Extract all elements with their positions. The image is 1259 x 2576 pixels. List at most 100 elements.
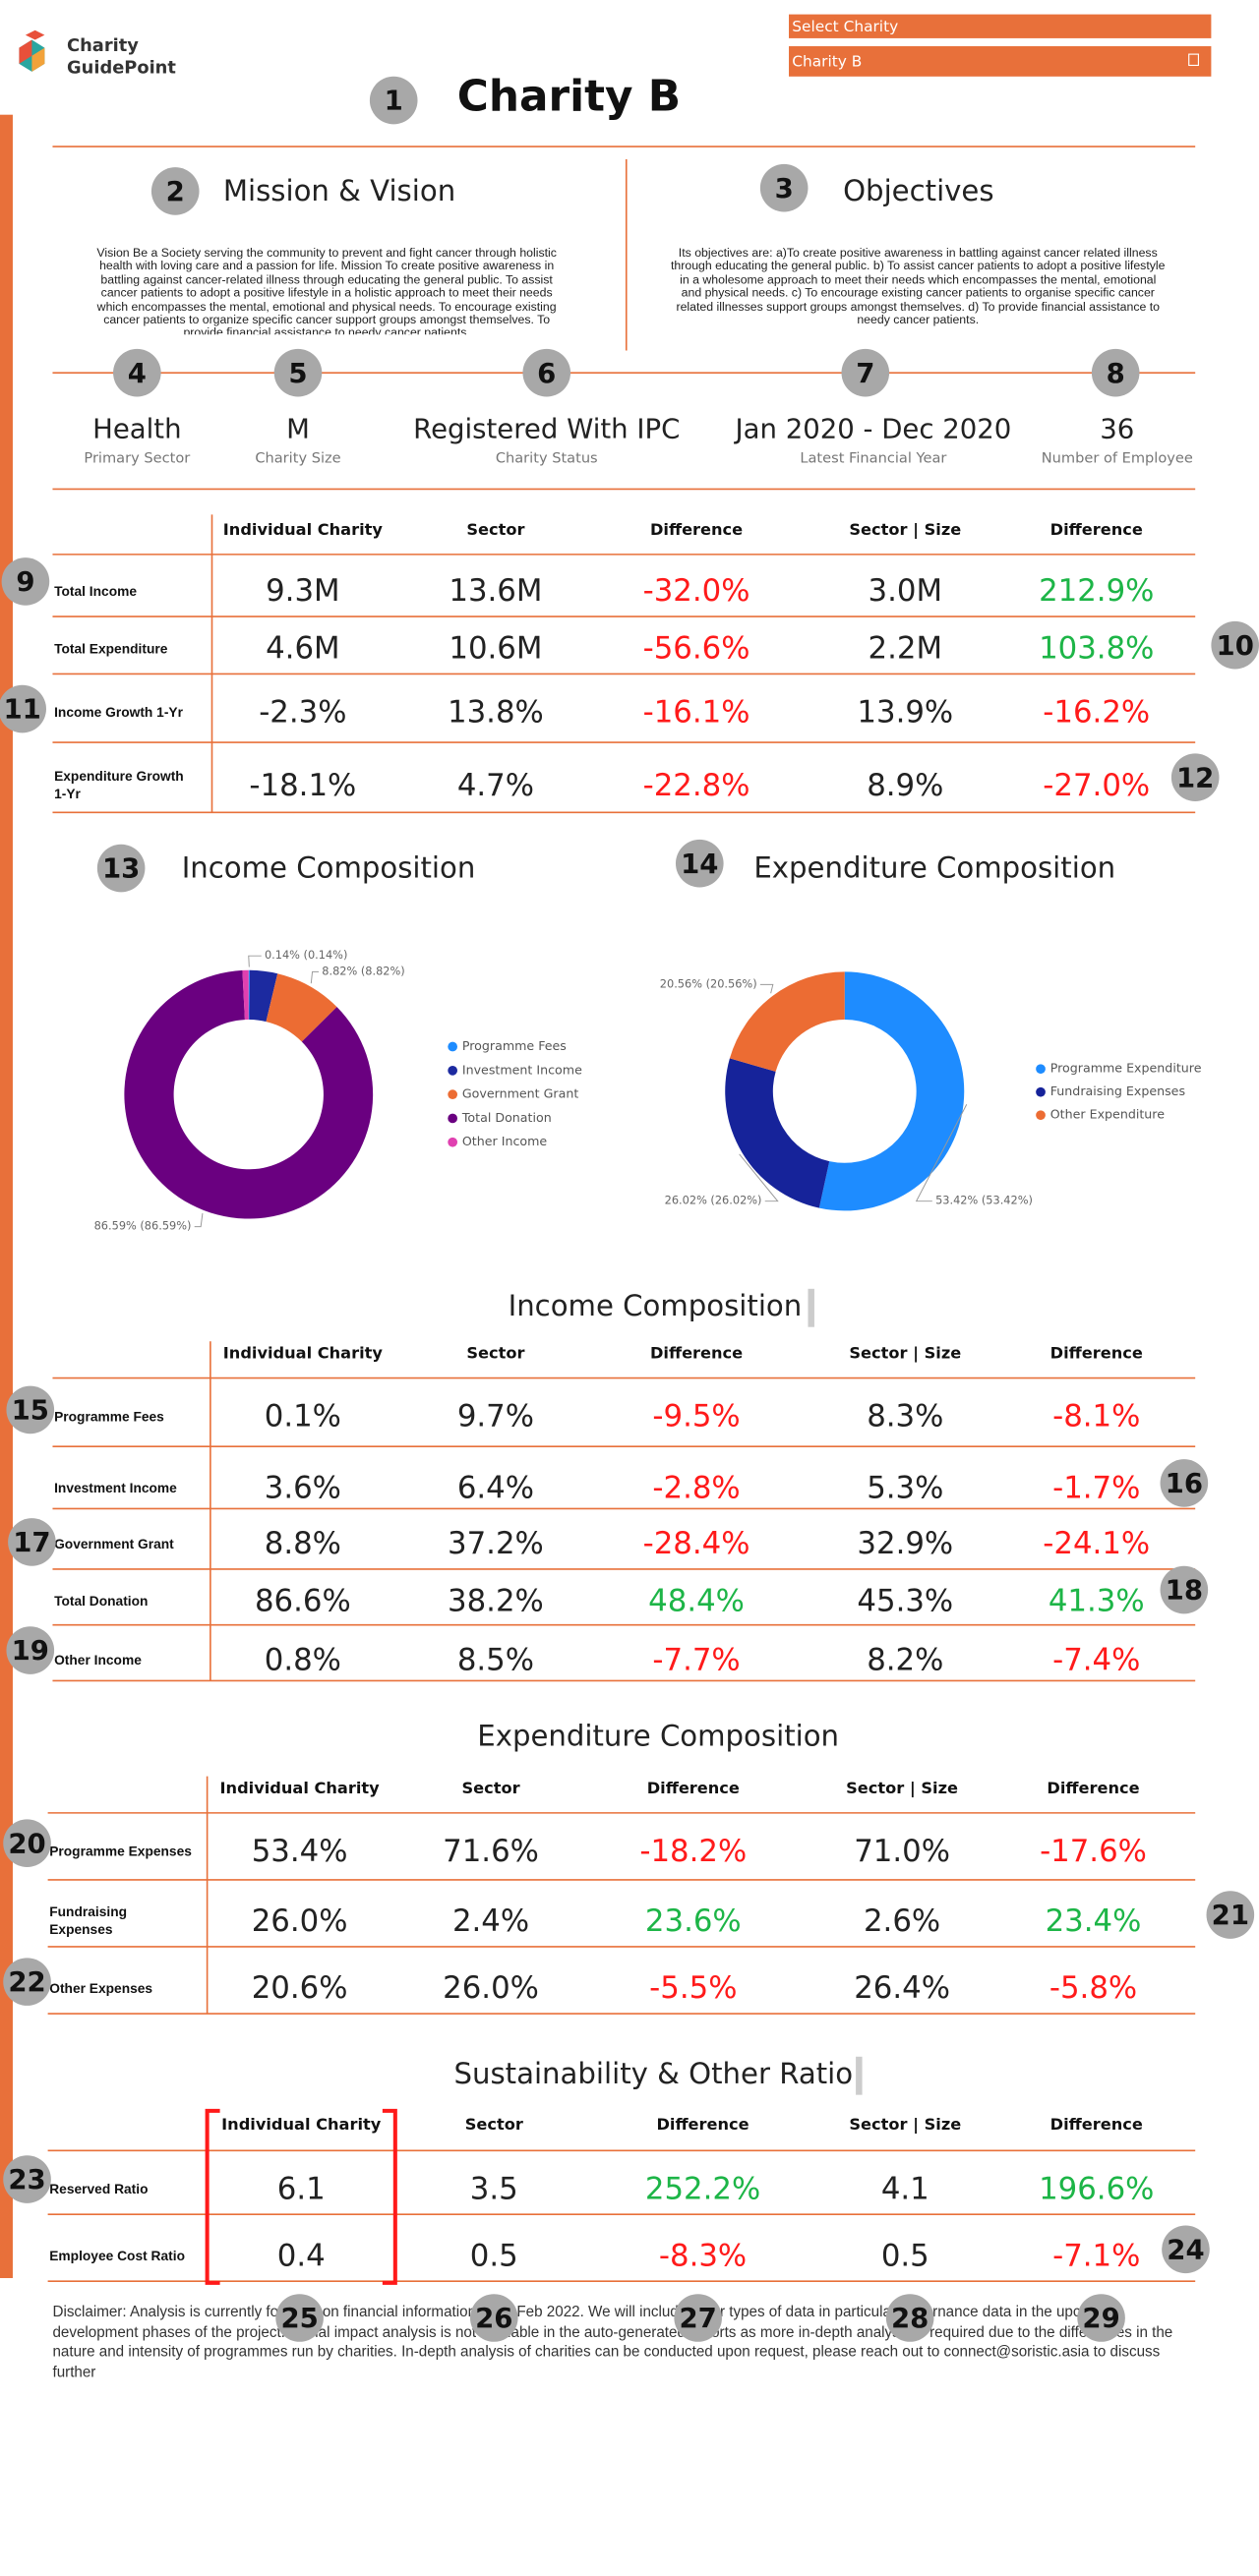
- leader-line: [194, 1212, 204, 1228]
- table-cell: -18.2%: [639, 1834, 747, 1869]
- row-label-box: Other Expenses: [49, 1979, 153, 1996]
- row-label: Total Expenditure: [54, 639, 168, 656]
- badge: [3, 2155, 51, 2203]
- table-cell: -27.0%: [1043, 768, 1150, 803]
- column-header: Difference: [1050, 1344, 1143, 1363]
- row-label-box: Expenditure Growth 1-Yr: [54, 768, 184, 801]
- badge: [1211, 620, 1259, 670]
- row-label-box: Investment Income: [54, 1479, 177, 1494]
- table-cell: -7.4%: [1052, 1642, 1140, 1677]
- row-label-box: Total Donation: [54, 1592, 148, 1608]
- badge: [1170, 753, 1220, 802]
- legend-label: Investment Income: [462, 1062, 582, 1077]
- badge-number: 25: [280, 2303, 318, 2334]
- badge-number: 21: [1212, 1900, 1249, 1931]
- column-header: Sector: [465, 2115, 523, 2134]
- column-header: Difference: [656, 2115, 749, 2134]
- legend-dot: [448, 1089, 458, 1099]
- table-cell: 0.4: [277, 2238, 326, 2273]
- leader-line: [248, 955, 262, 967]
- table-cell: 38.2%: [448, 1584, 544, 1619]
- slice-label: 53.42% (53.42%): [935, 1194, 1033, 1207]
- logo-text: Charity: [67, 35, 139, 56]
- badge-number: 18: [1166, 1575, 1203, 1607]
- badge-number: 22: [8, 1966, 45, 1998]
- title-marker: [808, 1288, 814, 1327]
- legend-label: Total Donation: [461, 1110, 552, 1125]
- badge: [369, 76, 418, 125]
- column-header: Sector: [466, 520, 524, 539]
- legend-label: Other Expenditure: [1050, 1107, 1165, 1122]
- badge-number: 13: [102, 853, 140, 885]
- badge: [675, 839, 724, 888]
- row-label-box: Total Income: [54, 582, 137, 598]
- table-cell: -5.8%: [1049, 1970, 1137, 2006]
- table-cell: 8.5%: [457, 1642, 534, 1677]
- column-header: Individual Charity: [221, 2115, 382, 2134]
- table-cell: 0.5: [881, 2238, 929, 2273]
- row-label-box: Programme Fees: [54, 1408, 164, 1424]
- legend-label: Other Income: [462, 1134, 548, 1148]
- table-cell: 103.8%: [1039, 631, 1154, 667]
- badge-number: 1: [385, 86, 403, 117]
- badge: [1077, 2294, 1125, 2342]
- title-marker: [856, 2056, 863, 2095]
- row-label-box: Total Expenditure: [54, 639, 168, 656]
- stat-label: Number of Employee: [1042, 450, 1193, 467]
- row-label: Reserved Ratio: [49, 2180, 149, 2196]
- column-header: Individual Charity: [223, 520, 384, 539]
- table-title: Expenditure Composition: [477, 1720, 839, 1753]
- row-label-box: Other Income: [54, 1651, 142, 1667]
- badge: [113, 348, 161, 397]
- legend-label: Government Grant: [462, 1086, 578, 1101]
- badge: [1162, 2225, 1210, 2274]
- table-cell: 26.0%: [252, 1903, 348, 1939]
- badge-number: 3: [775, 173, 794, 205]
- table-cell: 4.7%: [457, 768, 534, 803]
- column-header: Individual Charity: [223, 1344, 384, 1363]
- row-label-box: Programme Expenses: [49, 1843, 192, 1858]
- table-cell: 4.6M: [266, 631, 339, 667]
- badge: [841, 348, 890, 397]
- mission-text: Vision Be a Society serving the communit…: [96, 247, 557, 335]
- stat-label: Latest Financial Year: [800, 450, 946, 467]
- highlight-bracket: [205, 2108, 397, 2285]
- table-cell: 212.9%: [1039, 573, 1154, 609]
- legend-dot: [1036, 1110, 1046, 1121]
- table-cell: 2.2M: [869, 631, 942, 667]
- row-label: Other Expenses: [49, 1979, 153, 1996]
- badge-number: 7: [856, 358, 874, 389]
- donut-slice: [725, 1058, 830, 1208]
- badge-number: 2: [166, 176, 185, 207]
- column-header: Sector | Size: [849, 520, 961, 540]
- badge: [469, 2294, 518, 2342]
- legend-dot: [448, 1137, 458, 1147]
- badge: [885, 2294, 934, 2342]
- table-cell: 53.4%: [252, 1834, 348, 1869]
- column-header: Sector | Size: [849, 2115, 961, 2135]
- stat-value: Registered With IPC: [413, 413, 680, 444]
- column-header: Sector: [466, 1344, 524, 1363]
- badge: [8, 1518, 56, 1566]
- legend-label: Fundraising Expenses: [1050, 1083, 1185, 1098]
- badge-number: 24: [1167, 2234, 1204, 2265]
- table-cell: 5.3%: [867, 1470, 943, 1505]
- table-cell: 252.2%: [645, 2171, 760, 2206]
- table-cell: 45.3%: [857, 1584, 953, 1619]
- badge-number: 23: [8, 2164, 45, 2195]
- table-cell: -22.8%: [643, 768, 750, 803]
- column-header: Sector | Size: [846, 1779, 958, 1798]
- table-cell: -1.7%: [1052, 1470, 1140, 1505]
- column-header: Difference: [1050, 2115, 1143, 2134]
- table-cell: -2.8%: [652, 1470, 740, 1505]
- select-dropdown[interactable]: [789, 46, 1212, 77]
- dropdown-icon: [1188, 53, 1199, 67]
- badge-number: 20: [8, 1828, 45, 1859]
- table-cell: -2.3%: [259, 694, 346, 730]
- table-cell: 9.7%: [457, 1399, 534, 1434]
- row-label-box: Government Grant: [54, 1535, 174, 1551]
- stat-value: 36: [1100, 413, 1134, 444]
- badge-number: 6: [537, 358, 556, 389]
- mission-text-box: Vision Be a Society serving the communit…: [96, 247, 557, 335]
- leader-line: [915, 1104, 968, 1202]
